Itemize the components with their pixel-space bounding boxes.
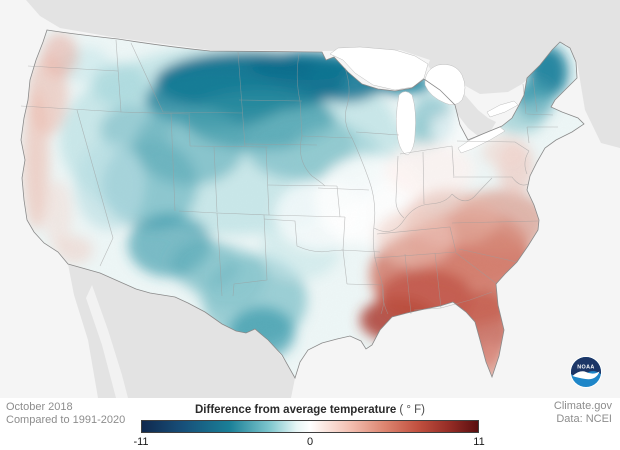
lake-ontario: [486, 100, 519, 118]
mexico-landmass: [68, 264, 295, 398]
lake-erie: [457, 126, 506, 154]
footer-credits: Climate.gov Data: NCEI: [554, 400, 612, 426]
noaa-logo-icon: NOAA: [570, 356, 602, 388]
legend-tick-mid: 0: [306, 436, 314, 448]
canada-landmass: [26, 0, 620, 148]
lake-michigan: [396, 91, 416, 156]
gulf-of-california: [86, 285, 128, 398]
lake-huron: [424, 64, 466, 106]
footer-period: October 2018 Compared to 1991-2020: [6, 401, 125, 427]
us-outline: [20, 29, 585, 380]
legend-title: Difference from average temperature( ° F…: [141, 404, 479, 416]
footer-baseline: Compared to 1991-2020: [6, 414, 126, 426]
state-borders: [20, 39, 558, 315]
legend-title-unit: ( ° F): [399, 404, 426, 416]
legend-tick-max: 11: [473, 436, 485, 448]
footer-source: Climate.gov: [553, 400, 612, 412]
footer-date: October 2018: [6, 401, 73, 413]
great-lakes: [329, 46, 519, 156]
legend-colorbar: [141, 420, 479, 433]
lake-superior: [329, 46, 429, 91]
footer-data-source: Data: NCEI: [556, 413, 612, 425]
noaa-logo-text: NOAA: [577, 364, 594, 370]
legend-title-text: Difference from average temperature: [194, 404, 397, 416]
legend-tick-min: -11: [133, 436, 149, 448]
